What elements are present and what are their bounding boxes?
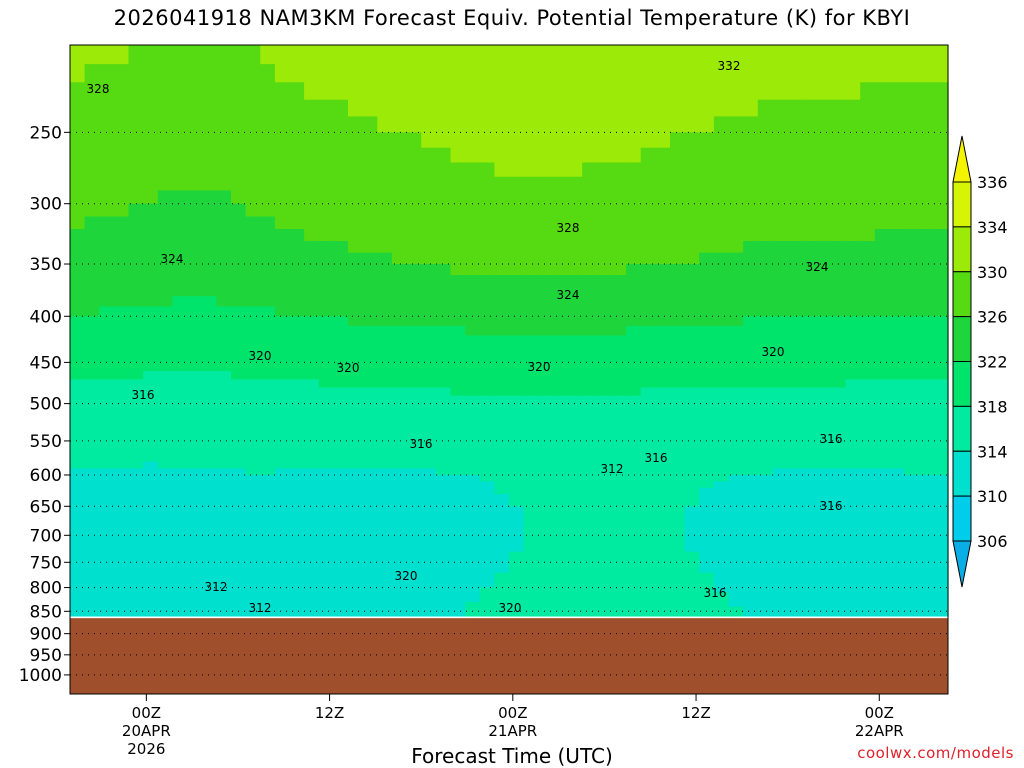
contour-label: 316 — [820, 432, 843, 446]
contour-label: 312 — [249, 601, 272, 615]
y-tick-label: 650 — [30, 497, 62, 517]
colorbar-bottom-arrow — [952, 540, 972, 588]
contour-label: 328 — [557, 221, 580, 235]
colorbar-segment — [952, 495, 972, 542]
colorbar-label: 334 — [977, 218, 1008, 237]
contour-label: 316 — [410, 437, 433, 451]
credit-text: coolwx.com/models — [857, 744, 1014, 762]
x-tick-label: 12Z — [315, 704, 344, 722]
contour-label: 324 — [161, 252, 184, 266]
plot-frame — [69, 44, 949, 695]
x-tick-label: 21APR — [488, 722, 537, 740]
x-tick-label: 2026 — [127, 740, 165, 758]
x-axis-title: Forecast Time (UTC) — [411, 744, 613, 768]
contour-label: 324 — [806, 260, 829, 274]
y-tick-label: 750 — [30, 553, 62, 573]
contour-label: 320 — [499, 601, 522, 615]
chart-title: 2026041918 NAM3KM Forecast Equiv. Potent… — [113, 6, 911, 30]
colorbar-segment — [952, 226, 972, 273]
colorbar-segment — [952, 271, 972, 318]
contour-label: 320 — [337, 361, 360, 375]
contour-label: 316 — [132, 388, 155, 402]
colorbar-label: 326 — [977, 308, 1008, 327]
contour-label: 328 — [87, 82, 110, 96]
y-tick-label: 250 — [30, 123, 62, 143]
theta-e-field — [70, 45, 949, 617]
colorbar-label: 318 — [977, 397, 1008, 416]
y-tick-label: 950 — [30, 646, 62, 666]
contour-label: 320 — [762, 345, 785, 359]
contour-label: 320 — [249, 349, 272, 363]
y-tick-label: 850 — [30, 602, 62, 622]
x-tick-label: 00Z — [865, 704, 894, 722]
colorbar-label: 314 — [977, 442, 1008, 461]
y-tick-label: 400 — [30, 307, 62, 327]
contour-label: 316 — [645, 451, 668, 465]
contour-label: 320 — [528, 360, 551, 374]
y-tick-label: 550 — [30, 432, 62, 452]
contour-label: 316 — [704, 586, 727, 600]
contour-label: 324 — [557, 288, 580, 302]
contour-label: 332 — [718, 59, 741, 73]
x-tick-label: 20APR — [122, 722, 171, 740]
colorbar-top-arrow — [952, 135, 972, 183]
colorbar-segment — [952, 316, 972, 362]
colorbar-label: 310 — [977, 487, 1008, 506]
y-tick-label: 700 — [30, 526, 62, 546]
colorbar-label: 330 — [977, 263, 1008, 282]
y-tick-label: 900 — [30, 625, 62, 645]
y-tick-label: 300 — [30, 195, 62, 215]
colorbar-segment — [952, 181, 972, 228]
colorbar-label: 336 — [977, 173, 1008, 192]
y-tick-label: 350 — [30, 255, 62, 275]
y-tick-label: 600 — [30, 466, 62, 486]
y-tick-label: 500 — [30, 395, 62, 415]
colorbar-segment — [952, 450, 972, 497]
y-tick-label: 800 — [30, 579, 62, 599]
contour-label: 316 — [820, 499, 843, 513]
contour-label: 312 — [205, 580, 228, 594]
surface-terrain — [70, 618, 948, 694]
contour-label: 320 — [395, 569, 418, 583]
colorbar-label: 306 — [977, 532, 1008, 551]
colorbar-label: 322 — [977, 353, 1008, 372]
colorbar-segment — [952, 361, 972, 407]
x-tick-label: 12Z — [681, 704, 710, 722]
x-tick-label: 00Z — [132, 704, 161, 722]
x-tick-label: 22APR — [855, 722, 904, 740]
x-tick-label: 00Z — [498, 704, 527, 722]
colorbar-segment — [952, 405, 972, 452]
y-tick-label: 450 — [30, 353, 62, 373]
y-tick-label: 1000 — [19, 666, 62, 686]
contour-label: 312 — [601, 462, 624, 476]
